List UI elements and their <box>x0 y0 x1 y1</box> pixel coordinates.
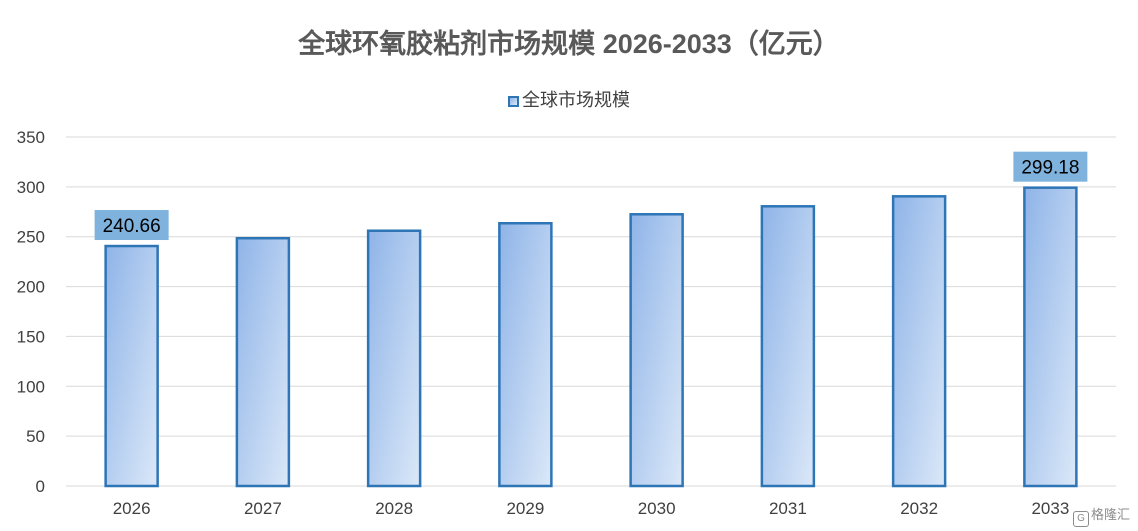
data-label-box <box>94 210 169 241</box>
bar <box>366 229 422 488</box>
bar <box>235 236 291 488</box>
y-tick-label: 350 <box>17 128 45 147</box>
y-axis-ticks: 0 50 100 150 200 250 300 350 <box>17 128 45 496</box>
data-label: 299.18 <box>1021 158 1079 179</box>
watermark-text: 格隆汇 <box>1090 507 1130 522</box>
y-tick-label: 250 <box>17 228 45 247</box>
bar <box>629 213 684 488</box>
x-tick-label: 2031 <box>769 499 807 518</box>
gridlines <box>66 136 1116 487</box>
bar <box>498 222 553 488</box>
y-tick-label: 150 <box>17 327 45 346</box>
data-labels: 240.66 299.18 <box>94 151 1088 241</box>
y-tick-label: 0 <box>36 477 45 496</box>
y-tick-label: 50 <box>26 427 45 446</box>
y-tick-label: 300 <box>17 178 45 197</box>
legend-swatch <box>508 96 519 107</box>
legend-label: 全球市场规模 <box>522 90 630 110</box>
y-tick-label: 200 <box>17 278 45 297</box>
bar <box>1023 186 1078 488</box>
x-tick-label: 2033 <box>1031 499 1069 518</box>
legend: 全球市场规模 <box>0 86 1138 112</box>
data-label: 240.66 <box>103 216 161 237</box>
x-tick-label: 2032 <box>900 499 938 518</box>
x-tick-label: 2027 <box>244 499 282 518</box>
x-tick-label: 2026 <box>113 499 151 518</box>
bar <box>104 244 159 488</box>
watermark: G 格隆汇 <box>1072 504 1130 527</box>
gelonghui-logo-icon: G <box>1072 511 1089 527</box>
x-axis-ticks: 2026 2027 2028 2029 2030 2031 2032 2033 <box>113 499 1070 518</box>
data-label-box <box>1013 151 1088 182</box>
y-tick-label: 100 <box>17 377 45 396</box>
bars <box>104 186 1078 488</box>
x-tick-label: 2028 <box>375 499 413 518</box>
bar <box>891 195 947 488</box>
chart-title: 全球环氧胶粘剂市场规模 2026-2033（亿元） <box>298 29 840 59</box>
x-tick-label: 2029 <box>506 499 544 518</box>
x-tick-label: 2030 <box>638 499 676 518</box>
bar <box>760 205 816 488</box>
